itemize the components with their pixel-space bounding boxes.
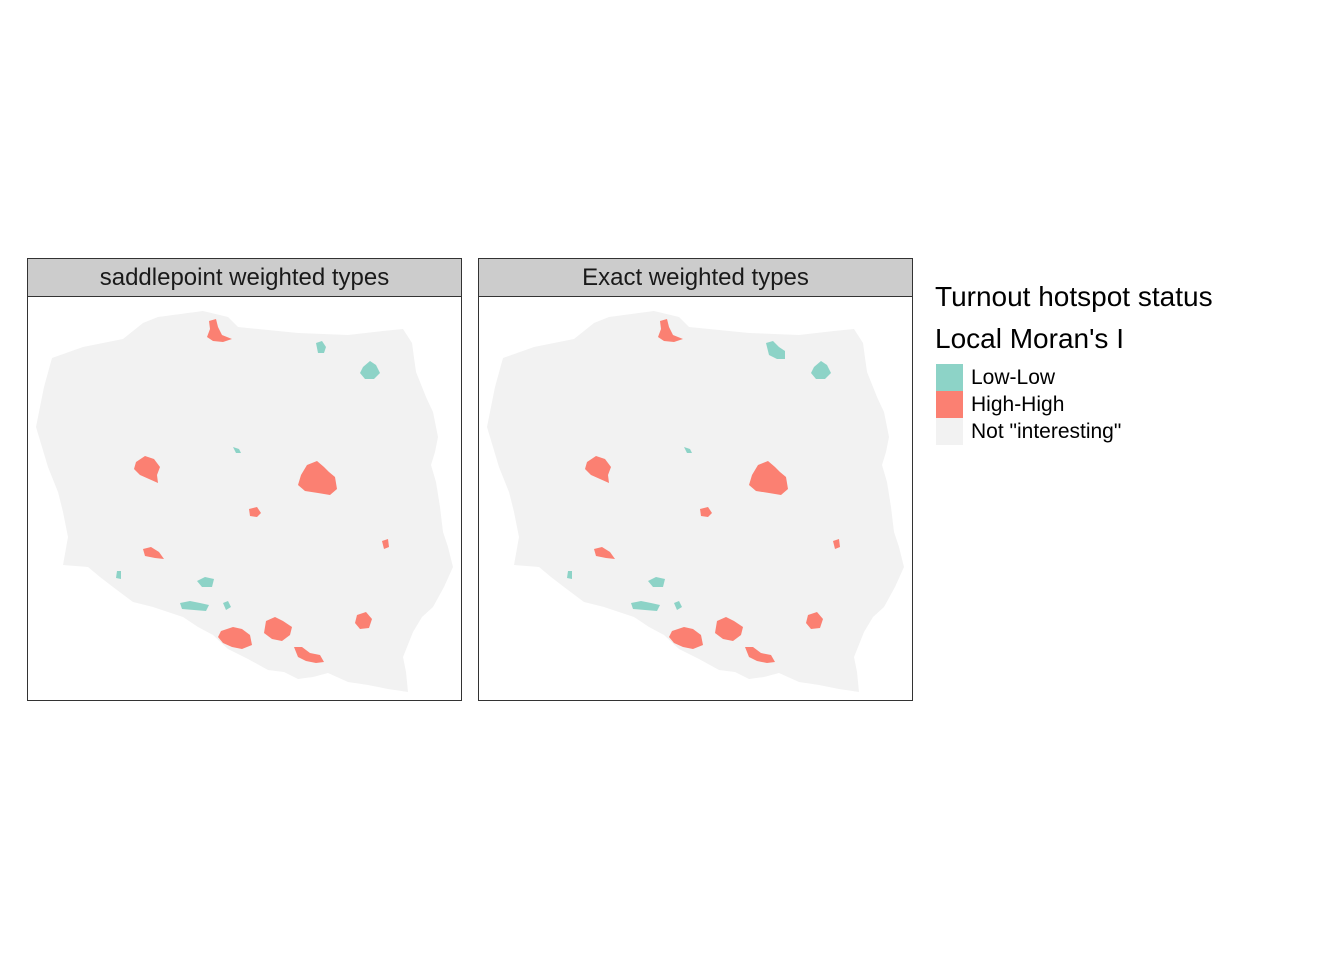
coldspot-silesia [674, 601, 682, 610]
high-high-clusters [585, 319, 840, 663]
hotspot-lublin [382, 539, 389, 549]
hotspot-krakow [264, 617, 292, 641]
legend-item-not-interesting: Not "interesting" [935, 418, 1315, 445]
legend-label: Low-Low [971, 366, 1056, 389]
hotspot-lodz [249, 507, 261, 517]
hotspot-katowice [669, 627, 703, 649]
poland-map-saddlepoint [36, 311, 453, 692]
coldspot-north-east [360, 361, 380, 379]
legend-label: Not "interesting" [971, 420, 1122, 443]
coldspot-sudety [631, 601, 660, 611]
low-low-clusters [116, 341, 380, 611]
poland-map-exact [487, 311, 904, 692]
hotspot-poznan [134, 456, 160, 483]
hotspot-wroclaw [143, 547, 164, 559]
legend-label: High-High [971, 393, 1065, 416]
hotspot-tarnow-nowy-sacz [745, 647, 775, 663]
hotspot-poznan [585, 456, 611, 483]
coldspot-center [684, 447, 692, 453]
hotspot-warsaw [749, 461, 788, 495]
high-high-clusters [134, 319, 389, 663]
legend-swatch [936, 418, 963, 445]
facet-strip-title: Exact weighted types [479, 259, 912, 297]
coldspot-opole [197, 577, 214, 587]
coldspot-silesia [223, 601, 231, 610]
hotspot-lublin [833, 539, 840, 549]
hotspot-gdansk [658, 319, 683, 342]
hotspot-lodz [700, 507, 712, 517]
legend-item-low-low: Low-Low [935, 364, 1315, 391]
hotspot-katowice [218, 627, 252, 649]
legend-subtitle: Local Moran's I [935, 323, 1124, 354]
country-background [36, 311, 453, 692]
hotspot-rzeszow [355, 612, 372, 629]
legend-swatch [936, 391, 963, 418]
facet-panel-exact: Exact weighted types [478, 258, 913, 701]
country-background [487, 311, 904, 692]
hotspot-krakow [715, 617, 743, 641]
coldspot-sudety [180, 601, 209, 611]
coldspot-opole [648, 577, 665, 587]
hotspot-wroclaw [594, 547, 615, 559]
coldspot-north-1 [766, 341, 785, 359]
hotspot-warsaw [298, 461, 337, 495]
coldspot-north-1 [316, 341, 326, 353]
facet-strip-title: saddlepoint weighted types [28, 259, 461, 297]
hotspot-rzeszow [806, 612, 823, 629]
legend-title: Turnout hotspot status [935, 281, 1213, 312]
legend: Turnout hotspot status Local Moran's I L… [935, 280, 1315, 445]
hotspot-tarnow-nowy-sacz [294, 647, 324, 663]
coldspot-west [116, 571, 121, 579]
legend-swatch [936, 364, 963, 391]
coldspot-center [233, 447, 241, 453]
low-low-clusters [567, 341, 831, 611]
coldspot-north-east [811, 361, 831, 379]
hotspot-gdansk [207, 319, 232, 342]
facet-panel-saddlepoint: saddlepoint weighted types [27, 258, 462, 701]
coldspot-west [567, 571, 572, 579]
legend-item-high-high: High-High [935, 391, 1315, 418]
